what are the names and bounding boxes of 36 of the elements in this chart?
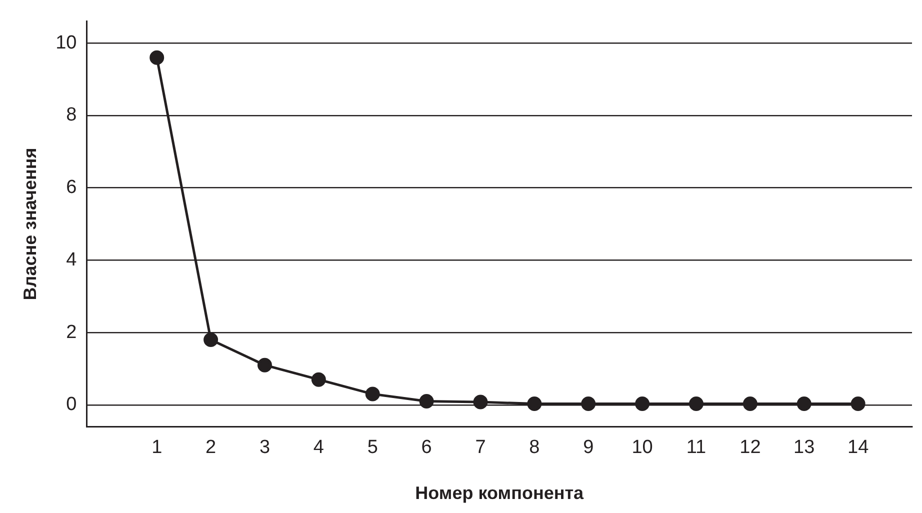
point — [527, 396, 542, 412]
y-tick-label: 2 — [66, 322, 77, 343]
x-axis-title: Номер компонента — [415, 483, 585, 504]
y-tick-label: 8 — [66, 104, 77, 126]
point — [257, 358, 272, 372]
x-tick-label: 5 — [367, 437, 378, 458]
point — [204, 332, 218, 348]
x-tick-label: 3 — [259, 437, 270, 458]
point — [742, 396, 758, 412]
x-tick-label: 13 — [794, 437, 815, 458]
point — [688, 396, 704, 412]
y-tick-label: 4 — [66, 249, 78, 270]
x-tick-label: 1 — [152, 437, 162, 458]
x-tick-label: 9 — [583, 437, 594, 458]
point — [150, 50, 164, 65]
x-tick-label: 12 — [740, 437, 761, 458]
x-tick-label: 2 — [206, 437, 216, 458]
y-tick-label: 0 — [66, 394, 77, 416]
point — [473, 394, 488, 410]
x-tick-label: 10 — [632, 437, 653, 458]
point — [419, 394, 434, 409]
x-tick-label: 11 — [686, 437, 706, 458]
point — [581, 396, 596, 412]
point — [635, 396, 650, 412]
x-tick-label: 4 — [313, 437, 324, 458]
y-tick-label: 6 — [66, 177, 77, 198]
point — [796, 396, 812, 412]
point — [365, 386, 380, 402]
x-tick-label: 6 — [421, 437, 432, 458]
x-tick-label: 14 — [847, 437, 870, 458]
point — [311, 372, 326, 387]
point — [850, 396, 866, 412]
y-axis-title: Власне значення — [20, 148, 40, 300]
y-tick-label: 10 — [56, 32, 77, 54]
x-tick-label: 7 — [475, 437, 486, 458]
x-tick-label: 8 — [529, 437, 540, 458]
